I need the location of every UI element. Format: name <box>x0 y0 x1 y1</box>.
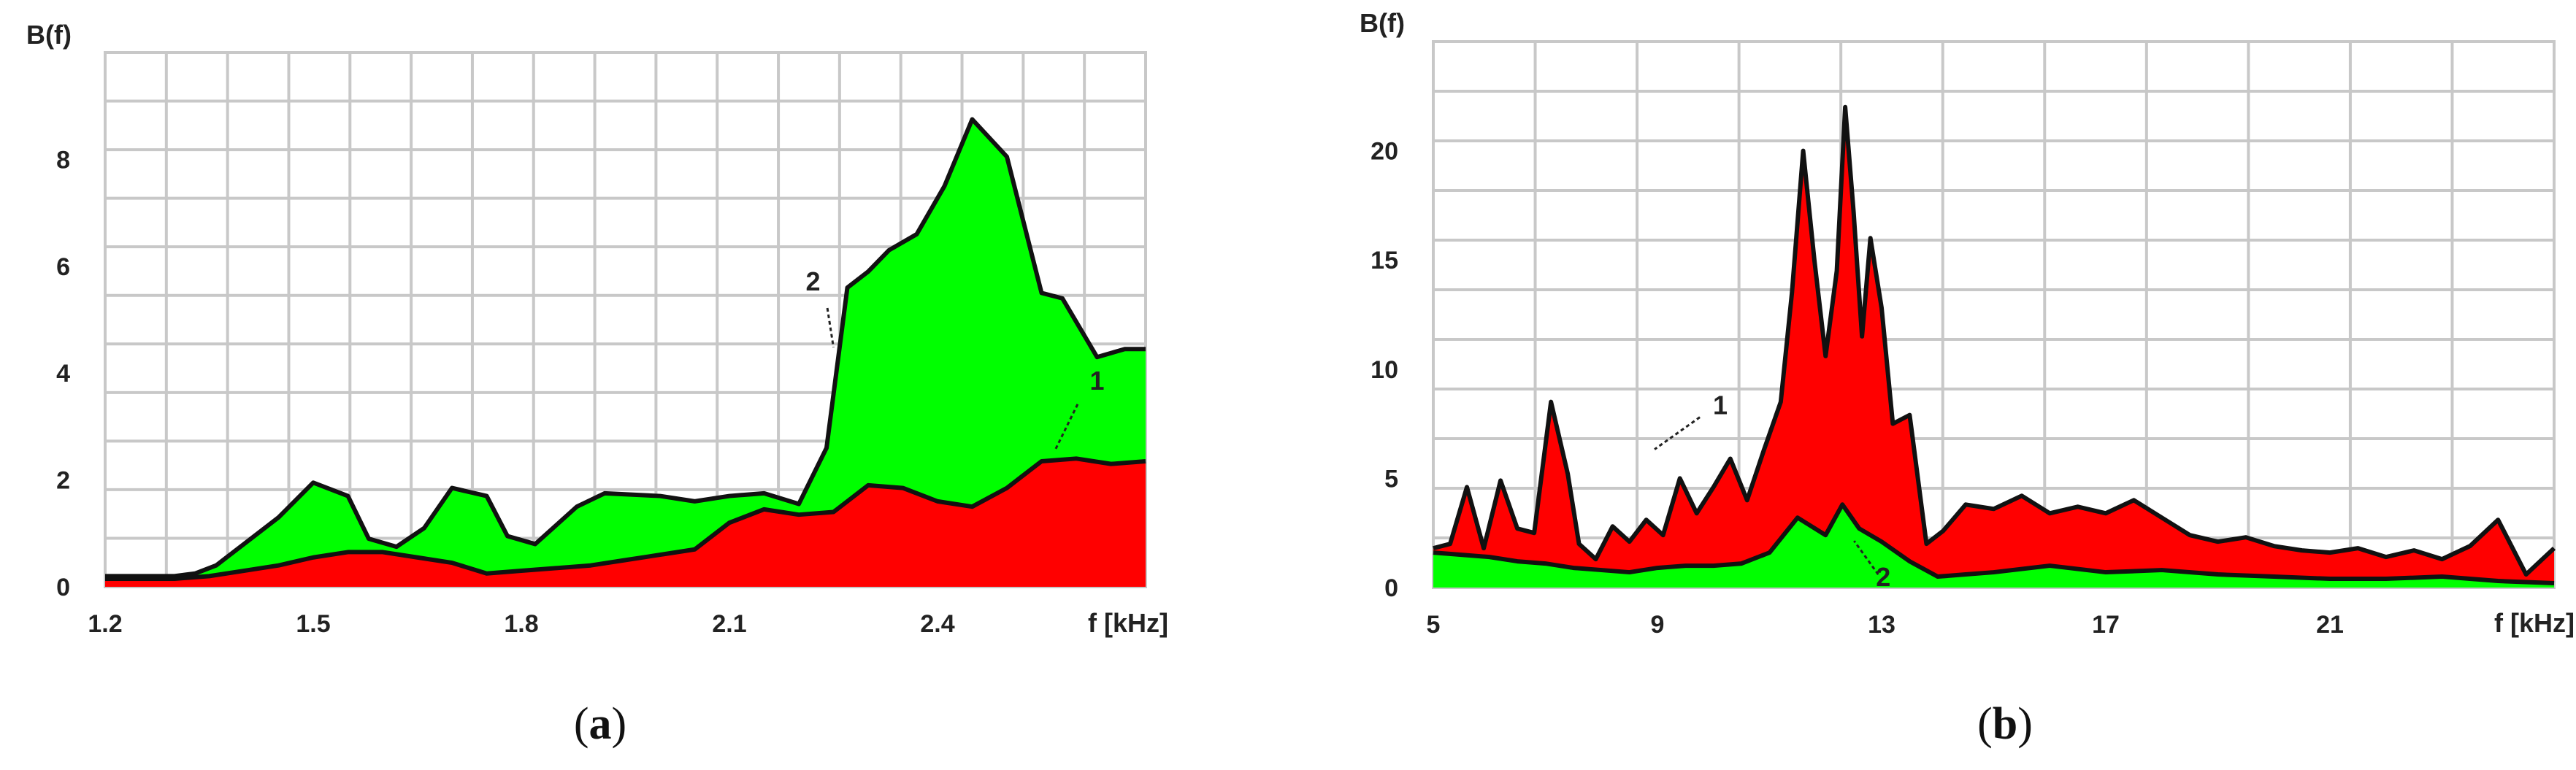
x-tick-label: 17 <box>2092 611 2120 639</box>
y-tick-label: 4 <box>56 360 70 388</box>
curve-leader-line <box>1054 404 1079 452</box>
x-tick-label: 13 <box>1868 611 1895 639</box>
x-tick-label: 1.2 <box>88 610 122 638</box>
x-tick-label: 1.8 <box>504 610 538 638</box>
ticks-a: 1.2 1.5 1.8 2.1 2.4 0 2 4 6 8 <box>56 146 955 638</box>
y-tick-label: 0 <box>1384 574 1398 602</box>
x-axis-label-a: f [kHz] <box>1088 608 1168 638</box>
y-tick-label: 15 <box>1371 247 1398 274</box>
y-tick-label: 5 <box>1384 465 1398 493</box>
y-tick-label: 0 <box>56 574 70 601</box>
y-axis-label-b: B(f) <box>1360 8 1405 38</box>
series-area-1 <box>105 458 1146 587</box>
grid-a <box>105 53 1146 587</box>
series-area-1 <box>1433 107 2554 588</box>
x-tick-label: 9 <box>1651 611 1665 639</box>
curve-labels-a: 21 <box>805 266 1105 452</box>
y-axis-label-a: B(f) <box>26 20 72 50</box>
y-tick-label: 6 <box>56 253 70 281</box>
areas-a <box>105 117 1146 587</box>
x-tick-label: 5 <box>1427 611 1441 639</box>
series-area-2 <box>105 119 1146 587</box>
y-tick-label: 10 <box>1371 356 1398 384</box>
curve-leader-line <box>1853 540 1879 575</box>
x-tick-label: 1.5 <box>296 610 330 638</box>
caption-letter-b: b <box>1993 699 2017 749</box>
caption-letter-a: a <box>589 699 612 749</box>
series-line-1 <box>105 456 1146 582</box>
x-tick-label: 2.4 <box>920 610 954 638</box>
x-tick-label: 21 <box>2316 611 2344 639</box>
curve-label: 2 <box>1876 562 1890 592</box>
curve-label: 2 <box>805 266 820 296</box>
plot-area-b <box>1432 40 2556 589</box>
series-line-2 <box>105 117 1146 579</box>
grid-b <box>1433 42 2554 588</box>
curve-labels-b: 12 <box>1654 390 1890 592</box>
caption-b: (b) <box>1977 699 2033 749</box>
y-tick-label: 2 <box>56 467 70 495</box>
y-tick-label: 8 <box>56 146 70 174</box>
areas-b <box>1433 104 2556 588</box>
series-line-2 <box>1433 502 2555 586</box>
curve-leader-line <box>826 307 835 348</box>
x-axis-label-b: f [kHz] <box>2494 608 2575 638</box>
curve-leader-line <box>1654 416 1701 450</box>
curve-label: 1 <box>1713 390 1728 420</box>
caption-a: (a) <box>574 699 626 749</box>
y-tick-label: 20 <box>1371 138 1398 166</box>
x-tick-label: 2.1 <box>712 610 746 638</box>
curve-label: 1 <box>1089 366 1104 396</box>
series-line-1 <box>1433 104 2556 577</box>
